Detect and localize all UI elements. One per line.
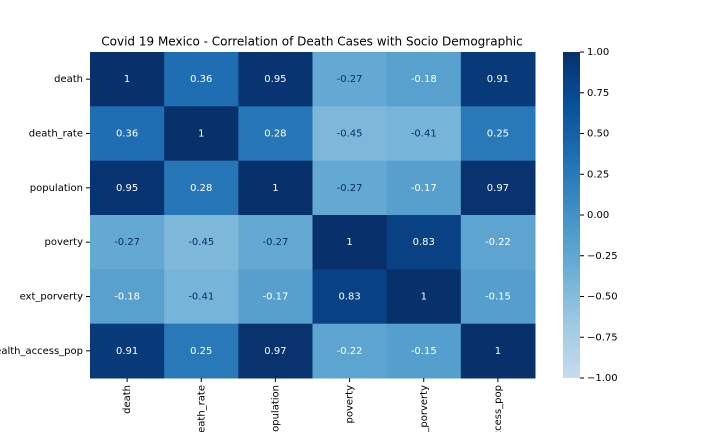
colorbar-tick-label: 1.00 <box>587 47 609 58</box>
cell-label: -0.22 <box>485 237 511 248</box>
cell-label: -0.15 <box>411 346 437 357</box>
heatmap-cell <box>460 269 536 325</box>
heatmap-cell <box>460 106 536 162</box>
cell-label: 1 <box>346 237 352 248</box>
heatmap-cell <box>90 323 165 379</box>
heatmap-cell <box>164 215 239 270</box>
heatmap-cell <box>312 215 388 270</box>
heatmap-cell <box>460 52 536 107</box>
x-tick-label: death_rate <box>196 385 207 432</box>
heatmap-cell <box>238 323 313 379</box>
cell-label: 0.25 <box>190 346 212 357</box>
cell-label: -0.17 <box>262 292 288 303</box>
y-tick-label: death_rate <box>29 129 83 140</box>
cell-label: 1 <box>124 74 130 85</box>
heatmap-cell <box>386 160 462 216</box>
cell-label: 0.95 <box>116 183 138 194</box>
heatmap-cell <box>238 269 313 325</box>
colorbar-tick-label: 0.25 <box>587 169 609 180</box>
colorbar-tick-label: 0.00 <box>587 210 609 221</box>
colorbar-tick-label: 0.75 <box>587 88 609 99</box>
cell-label: 1 <box>421 292 427 303</box>
x-tick-label: health_access_pop <box>493 385 504 432</box>
heatmap-cell <box>238 106 313 162</box>
cell-label: -0.22 <box>337 346 363 357</box>
heatmap-cell <box>164 106 239 162</box>
y-tick-label: population <box>30 183 83 194</box>
cell-label: -0.27 <box>337 183 363 194</box>
cell-label: 0.28 <box>190 183 212 194</box>
y-tick-label: poverty <box>45 237 84 248</box>
colorbar-tick-label: 0.50 <box>587 129 609 140</box>
cell-label: -0.27 <box>337 74 363 85</box>
cell-label: -0.18 <box>411 74 437 85</box>
heatmap-cell <box>312 52 388 107</box>
heatmap-cell <box>238 160 313 216</box>
cell-label: -0.27 <box>262 237 288 248</box>
colorbar-tick-label: −0.50 <box>587 292 618 303</box>
heatmap-cell <box>164 160 239 216</box>
heatmap-cell <box>90 269 165 325</box>
cell-label: -0.45 <box>337 129 363 140</box>
heatmap-cell <box>312 269 388 325</box>
colorbar-tick-label: −0.75 <box>587 332 618 343</box>
heatmap-cell <box>90 215 165 270</box>
heatmap-cell <box>164 269 239 325</box>
colorbar-tick-label: −1.00 <box>587 373 618 384</box>
chart-title: Covid 19 Mexico - Correlation of Death C… <box>101 35 522 49</box>
heatmap-cell <box>90 160 165 216</box>
heatmap-cell <box>312 323 388 379</box>
x-tick-label: ext_porverty <box>419 385 430 432</box>
heatmap-cell <box>238 52 313 107</box>
cell-label: 1 <box>198 129 204 140</box>
cell-label: 0.36 <box>116 129 138 140</box>
heatmap-cell <box>312 160 388 216</box>
heatmap-cell <box>90 106 165 162</box>
y-tick-label: death <box>54 74 83 85</box>
cell-label: -0.41 <box>188 292 214 303</box>
x-tick-label: death <box>122 385 133 414</box>
y-tick-label: health_access_pop <box>0 346 83 357</box>
heatmap-cell <box>386 106 462 162</box>
y-tick-label: ext_porverty <box>20 292 83 303</box>
cell-label: 0.97 <box>264 346 286 357</box>
x-tick-label: poverty <box>345 385 356 424</box>
heatmap-cell <box>386 269 462 325</box>
cell-label: 0.25 <box>487 129 509 140</box>
heatmap-cell <box>164 323 239 379</box>
heatmap-cell <box>460 323 536 379</box>
cell-label: -0.15 <box>485 292 511 303</box>
cell-label: 0.28 <box>264 129 286 140</box>
cell-label: -0.45 <box>188 237 214 248</box>
cell-label: 0.36 <box>190 74 212 85</box>
cell-label: 1 <box>495 346 501 357</box>
x-tick-label: population <box>270 385 281 432</box>
heatmap-cell <box>386 323 462 379</box>
cell-label: 0.83 <box>413 237 435 248</box>
cell-label: 0.97 <box>487 183 509 194</box>
heatmap-cell <box>164 52 239 107</box>
heatmap-cell <box>312 106 388 162</box>
cell-label: 0.83 <box>338 292 360 303</box>
cell-label: -0.18 <box>114 292 140 303</box>
colorbar-tick-label: −0.25 <box>587 251 618 262</box>
heatmap-cell <box>238 215 313 270</box>
cell-label: -0.41 <box>411 129 437 140</box>
cell-label: -0.27 <box>114 237 140 248</box>
heatmap-cell <box>386 215 462 270</box>
cell-label: 0.91 <box>116 346 138 357</box>
cell-label: 0.95 <box>264 74 286 85</box>
colorbar <box>563 52 580 378</box>
heatmap-cell <box>90 52 165 107</box>
heatmap-cell <box>460 160 536 216</box>
cell-label: -0.17 <box>411 183 437 194</box>
cell-label: 0.91 <box>487 74 509 85</box>
heatmap-cell <box>386 52 462 107</box>
heatmap-cell <box>460 215 536 270</box>
cell-label: 1 <box>272 183 278 194</box>
